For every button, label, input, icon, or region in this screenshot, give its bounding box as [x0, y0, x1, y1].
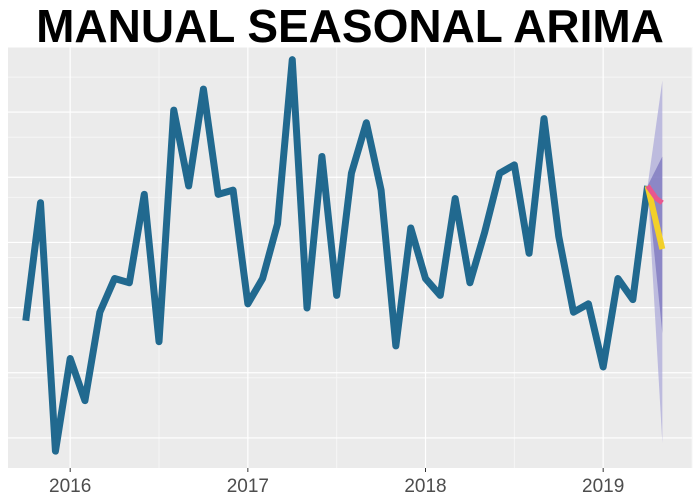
series-line-observed — [22, 56, 652, 455]
minor-gridlines — [8, 47, 693, 468]
x-tick-label: 2018 — [404, 476, 446, 497]
x-axis: 2016 2017 2018 2019 — [49, 468, 624, 497]
chart-title: MANUAL SEASONAL ARIMA — [36, 0, 664, 52]
x-tick-label: 2017 — [227, 476, 269, 497]
series-line-forecast-yellow — [644, 185, 666, 250]
x-tick-label: 2019 — [582, 476, 624, 497]
x-tick-label: 2016 — [49, 476, 91, 497]
series-line-forecast-pink — [645, 184, 664, 205]
series-lines — [22, 56, 666, 455]
